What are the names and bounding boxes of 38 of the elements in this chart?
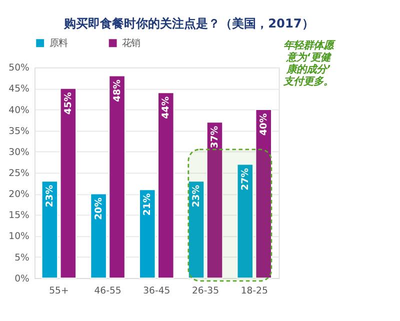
bar xyxy=(236,164,254,279)
bar xyxy=(188,180,205,279)
y-tick-label: 50% xyxy=(8,62,30,74)
bar xyxy=(41,180,58,279)
text: 年轻群体愿意为‘更健康的成分’支付更多。 xyxy=(282,39,337,88)
x-tick-label: 46-55 xyxy=(94,285,122,296)
data-label: 37% xyxy=(210,125,221,148)
x-tick-label: 55+ xyxy=(49,285,69,296)
bar xyxy=(139,189,156,279)
y-tick-label: 35% xyxy=(8,126,30,137)
legend-label: 花销 xyxy=(122,38,140,49)
y-tick-label: 10% xyxy=(8,231,30,242)
y-tick-label: 30% xyxy=(8,146,30,158)
data-label: 27% xyxy=(240,167,251,190)
data-label: 21% xyxy=(142,192,154,216)
x-tick-label: 26-35 xyxy=(192,285,220,296)
data-label: 45% xyxy=(62,92,74,114)
legend-label: 原料 xyxy=(49,38,68,49)
data-label: 20% xyxy=(93,196,104,220)
y-tick-label: 20% xyxy=(8,189,30,200)
y-tick-label: 40% xyxy=(8,104,30,116)
data-label: 40% xyxy=(258,112,270,136)
data-label: 23% xyxy=(191,184,202,208)
bar xyxy=(255,109,272,279)
data-label: 23% xyxy=(44,184,56,208)
bar xyxy=(60,88,76,279)
y-tick-label: 15% xyxy=(8,210,30,222)
y-tick-label: 0% xyxy=(14,273,30,284)
y-tick-label: 25% xyxy=(8,168,30,180)
bar xyxy=(206,122,224,279)
data-label: 44% xyxy=(160,96,172,119)
data-label: 48% xyxy=(112,78,123,102)
y-tick-label: 5% xyxy=(14,252,30,264)
chart-title: 购买即食餐时你的关注点是？（美国，2017） xyxy=(63,16,314,30)
x-tick-label: 36-45 xyxy=(143,285,170,296)
x-tick-label: 18-25 xyxy=(240,285,268,296)
bar xyxy=(158,92,174,279)
y-tick-label: 45% xyxy=(8,84,30,95)
